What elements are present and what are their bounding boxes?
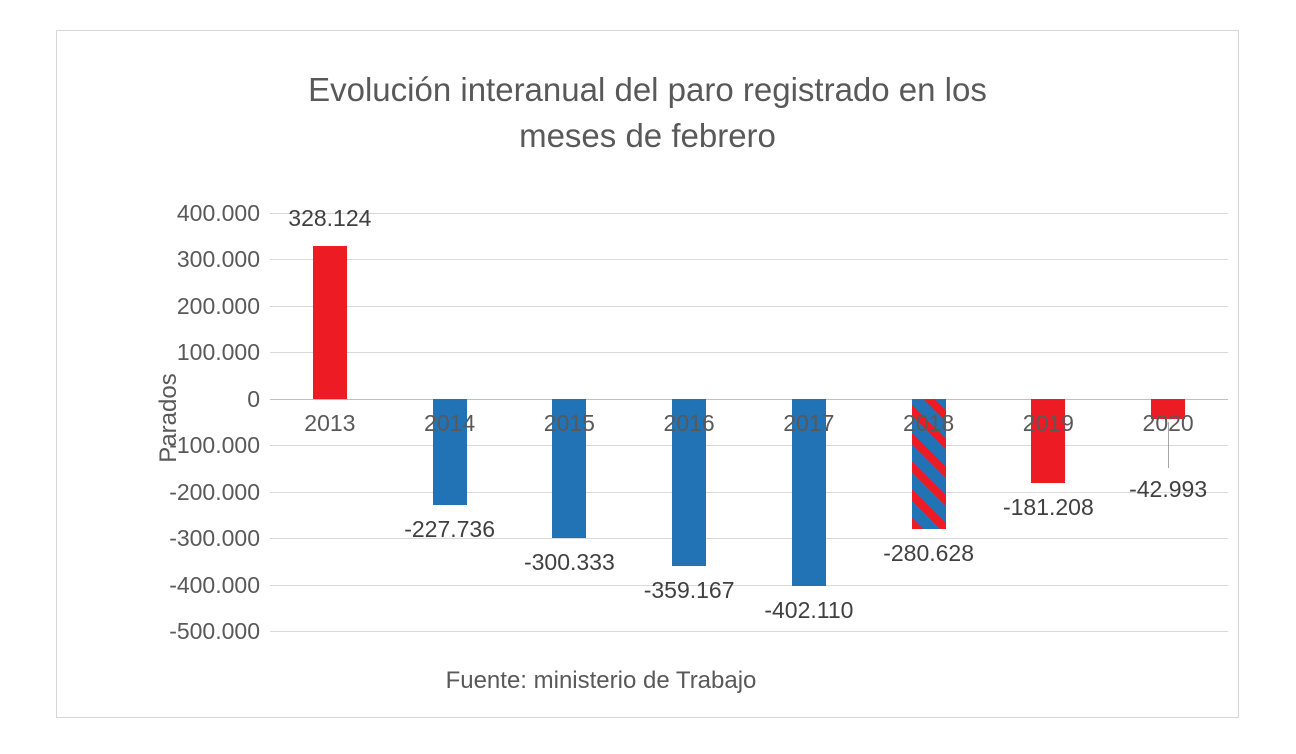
bar-2018	[911, 398, 946, 530]
bar-2020	[1151, 398, 1186, 419]
bar-2014	[432, 398, 467, 505]
y-tick-label: 100.000	[176, 339, 260, 366]
x-axis-label-2018: 2018	[903, 409, 955, 436]
data-label-2016: -359.167	[643, 576, 735, 603]
gridline	[270, 491, 1228, 493]
plot-area: 2013 328.124 2014 -227.736 2015 -300.333 2016 -…	[270, 206, 1228, 632]
gridline	[270, 584, 1228, 586]
data-label-2019: -181.208	[1002, 493, 1094, 520]
data-label-2017: -402.110	[764, 596, 854, 623]
y-tick-label: -300.000	[169, 525, 260, 552]
gridline	[270, 631, 1228, 632]
x-axis-label-2014: 2014	[424, 409, 476, 436]
source-note: Fuente: ministerio de Trabajo	[445, 667, 757, 694]
y-tick-label: -100.000	[169, 432, 260, 459]
x-axis-label-2015: 2015	[543, 409, 595, 436]
y-tick-label: -200.000	[169, 478, 260, 505]
y-tick-label: 0	[247, 385, 260, 412]
y-tick-label: 200.000	[176, 292, 260, 319]
y-tick-label: -500.000	[169, 618, 260, 644]
x-axis-label-2019: 2019	[1022, 409, 1074, 436]
gridline	[270, 305, 1228, 307]
bar-2015	[552, 398, 587, 539]
x-axis-label-2020: 2020	[1142, 409, 1194, 436]
chart-title-line2: meses de febrero	[519, 117, 776, 154]
data-label-2014: -227.736	[404, 515, 496, 542]
leader-line-2020	[1168, 421, 1170, 468]
chart-frame: Evolución interanual del paro registrado…	[56, 30, 1239, 718]
x-axis-label-2017: 2017	[783, 409, 835, 436]
y-tick-label: -400.000	[169, 571, 260, 598]
bar-2019	[1031, 398, 1066, 483]
x-axis-label-2013: 2013	[304, 409, 356, 436]
gridline	[270, 213, 1228, 214]
y-tick-label: 300.000	[176, 246, 260, 273]
bar-2013	[312, 246, 347, 399]
chart-title: Evolución interanual del paro registrado…	[57, 67, 1238, 159]
zero-axis-line	[270, 398, 1228, 400]
bar-2017	[791, 398, 826, 586]
y-tick-label: 400.000	[176, 200, 260, 226]
gridline	[270, 538, 1228, 540]
gridline	[270, 445, 1228, 447]
x-axis-label-2016: 2016	[663, 409, 715, 436]
data-label-2013: 328.124	[288, 205, 372, 232]
chart-title-line1: Evolución interanual del paro registrado…	[308, 71, 987, 108]
data-label-2018: -280.628	[883, 540, 975, 567]
data-label-2015: -300.333	[523, 549, 615, 576]
bar-2016	[672, 398, 707, 566]
data-label-2020: -42.993	[1129, 475, 1208, 502]
gridline	[270, 352, 1228, 354]
gridline	[270, 259, 1228, 261]
